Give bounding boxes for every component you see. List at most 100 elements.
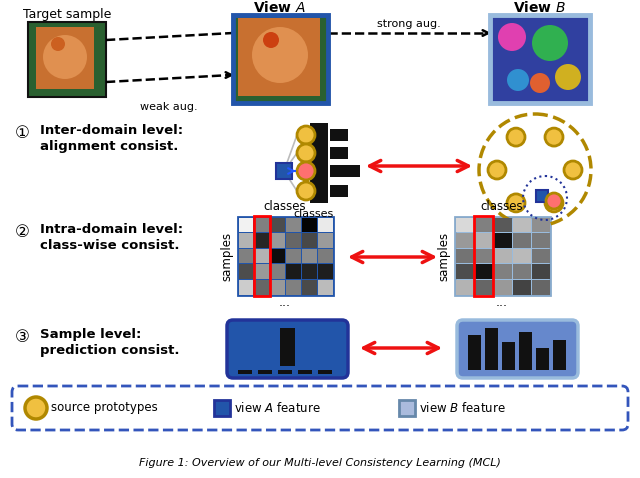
- Text: classes: classes: [293, 209, 333, 219]
- Bar: [536, 190, 548, 202]
- Bar: [456, 233, 474, 248]
- Text: view $A$ feature: view $A$ feature: [234, 401, 321, 415]
- Text: View $B$: View $B$: [513, 0, 566, 14]
- Bar: [318, 370, 332, 374]
- Bar: [330, 165, 360, 177]
- Bar: [239, 280, 253, 294]
- Circle shape: [546, 193, 562, 209]
- Bar: [239, 233, 253, 248]
- Bar: [493, 249, 511, 263]
- Bar: [553, 340, 566, 370]
- Circle shape: [507, 194, 525, 212]
- Bar: [270, 264, 285, 279]
- Bar: [302, 249, 317, 263]
- Bar: [493, 233, 511, 248]
- Circle shape: [297, 162, 315, 180]
- Text: ②: ②: [15, 223, 29, 241]
- Bar: [456, 217, 474, 232]
- Bar: [490, 15, 590, 103]
- FancyBboxPatch shape: [12, 386, 628, 430]
- Circle shape: [297, 144, 315, 162]
- Bar: [513, 249, 531, 263]
- Bar: [317, 249, 333, 263]
- Bar: [254, 233, 269, 248]
- Bar: [531, 249, 550, 263]
- Text: classes: classes: [264, 200, 307, 214]
- Bar: [493, 217, 511, 232]
- Bar: [36, 27, 94, 89]
- Bar: [286, 249, 301, 263]
- Text: ③: ③: [15, 328, 29, 346]
- Bar: [254, 280, 269, 294]
- Bar: [468, 335, 481, 370]
- Text: class-wise consist.: class-wise consist.: [40, 239, 179, 252]
- Bar: [519, 332, 532, 370]
- Bar: [270, 233, 285, 248]
- FancyBboxPatch shape: [227, 320, 348, 378]
- Bar: [270, 217, 285, 232]
- Bar: [490, 15, 590, 103]
- Bar: [233, 15, 328, 103]
- Bar: [474, 280, 493, 294]
- Circle shape: [51, 37, 65, 51]
- Bar: [302, 280, 317, 294]
- Circle shape: [263, 32, 279, 48]
- Bar: [239, 217, 253, 232]
- Bar: [531, 217, 550, 232]
- Bar: [238, 18, 320, 96]
- Circle shape: [545, 194, 563, 212]
- Bar: [238, 217, 333, 295]
- Bar: [536, 348, 549, 370]
- Circle shape: [507, 69, 529, 91]
- Circle shape: [545, 128, 563, 146]
- Bar: [513, 217, 531, 232]
- Text: source prototypes: source prototypes: [51, 402, 157, 414]
- Text: view $B$ feature: view $B$ feature: [419, 401, 506, 415]
- Bar: [531, 233, 550, 248]
- Bar: [254, 249, 269, 263]
- Bar: [474, 249, 493, 263]
- Bar: [238, 370, 252, 374]
- Text: strong aug.: strong aug.: [377, 19, 441, 29]
- Circle shape: [252, 27, 308, 83]
- FancyBboxPatch shape: [457, 320, 578, 378]
- Bar: [286, 217, 301, 232]
- Circle shape: [25, 397, 47, 419]
- Text: Sample level:: Sample level:: [40, 328, 141, 341]
- Bar: [513, 233, 531, 248]
- Bar: [485, 328, 498, 370]
- Bar: [302, 233, 317, 248]
- Bar: [254, 217, 269, 232]
- Bar: [239, 264, 253, 279]
- Bar: [302, 217, 317, 232]
- Bar: [502, 342, 515, 370]
- Text: ...: ...: [496, 295, 508, 308]
- Bar: [310, 123, 328, 203]
- Bar: [317, 233, 333, 248]
- Bar: [286, 233, 301, 248]
- Bar: [474, 216, 493, 296]
- Bar: [493, 280, 511, 294]
- Bar: [317, 264, 333, 279]
- Circle shape: [532, 25, 568, 61]
- Bar: [474, 264, 493, 279]
- Text: Target sample: Target sample: [23, 8, 111, 21]
- Circle shape: [297, 126, 315, 144]
- Bar: [531, 280, 550, 294]
- Bar: [317, 280, 333, 294]
- Bar: [513, 280, 531, 294]
- Circle shape: [507, 128, 525, 146]
- Text: ①: ①: [15, 124, 29, 142]
- Bar: [254, 216, 269, 296]
- Bar: [399, 400, 415, 416]
- Bar: [513, 264, 531, 279]
- Bar: [493, 264, 511, 279]
- Circle shape: [43, 35, 87, 79]
- Text: Inter-domain level:: Inter-domain level:: [40, 124, 183, 137]
- Bar: [258, 370, 272, 374]
- Bar: [254, 264, 269, 279]
- Bar: [456, 280, 474, 294]
- Circle shape: [297, 182, 315, 200]
- Text: prediction consist.: prediction consist.: [40, 344, 179, 357]
- Text: Figure 1: Overview of our Multi-level Consistency Learning (MCL): Figure 1: Overview of our Multi-level Co…: [139, 458, 501, 468]
